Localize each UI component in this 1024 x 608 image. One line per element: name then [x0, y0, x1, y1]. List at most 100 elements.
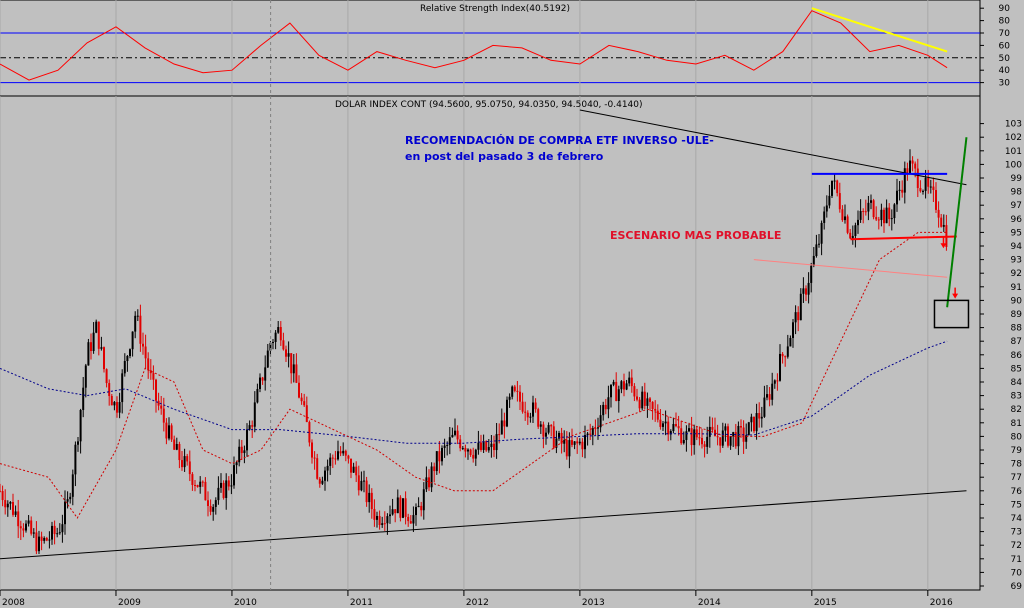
- candle-body: [734, 432, 737, 447]
- price-tick-label: 100: [1005, 160, 1022, 170]
- candle-body: [893, 204, 896, 219]
- candle-body: [890, 218, 893, 220]
- candle-body: [152, 373, 155, 380]
- candle-body: [131, 331, 134, 350]
- candle-body: [337, 451, 339, 460]
- candle-body: [259, 377, 261, 390]
- candle-body: [555, 438, 558, 448]
- candle-body: [350, 458, 352, 473]
- candle-body: [194, 484, 196, 486]
- price-tick-label: 84: [1011, 378, 1023, 388]
- candle-body: [235, 462, 238, 466]
- candle-body: [285, 349, 287, 357]
- price-tick-label: 76: [1011, 487, 1023, 497]
- candle-body: [539, 424, 542, 427]
- price-tick-label: 82: [1011, 405, 1022, 415]
- candle-body: [399, 497, 402, 518]
- candle-body: [82, 387, 85, 410]
- candle-body: [576, 441, 579, 444]
- candle-body: [818, 243, 820, 245]
- price-candles: [0, 149, 948, 555]
- candle-body: [1, 491, 4, 501]
- candle-body: [820, 222, 823, 244]
- candle-body: [885, 207, 888, 224]
- candle-body: [415, 507, 417, 516]
- candle-body: [589, 433, 592, 435]
- price-tick-label: 103: [1005, 120, 1022, 130]
- candle-body: [355, 466, 358, 476]
- candle-body: [568, 440, 571, 457]
- candle-body: [331, 457, 334, 459]
- candle-body: [597, 427, 599, 429]
- candle-body: [888, 207, 891, 220]
- candle-body: [17, 511, 20, 527]
- candle-body: [282, 340, 285, 350]
- candle-body: [506, 399, 508, 427]
- candle-body: [563, 440, 566, 444]
- candle-body: [602, 404, 605, 416]
- candle-body: [430, 466, 433, 488]
- candle-body: [162, 408, 165, 423]
- candle-body: [823, 211, 826, 223]
- candle-body: [464, 448, 467, 452]
- candle-body: [929, 186, 932, 188]
- candle-body: [480, 442, 482, 450]
- candle-body: [667, 421, 670, 435]
- candle-body: [311, 442, 313, 458]
- candle-body: [477, 442, 480, 450]
- candle-body: [643, 391, 646, 406]
- candle-body: [269, 342, 272, 351]
- candle-body: [784, 356, 787, 358]
- candle-body: [417, 505, 420, 508]
- candle-body: [529, 416, 532, 418]
- candle-body: [378, 515, 381, 526]
- candle-body: [922, 190, 924, 192]
- candle-body: [833, 180, 836, 182]
- candle-body: [677, 426, 680, 429]
- candle-body: [19, 526, 22, 529]
- candle-body: [625, 383, 628, 390]
- candle-body: [274, 332, 277, 342]
- candle-body: [633, 386, 636, 397]
- candle-body: [508, 396, 511, 400]
- candle-body: [334, 458, 337, 460]
- candle-body: [175, 443, 178, 450]
- candle-body: [214, 500, 217, 507]
- candle-body: [126, 355, 129, 362]
- candle-body: [240, 446, 243, 454]
- candle-body: [490, 443, 493, 448]
- candle-body: [420, 505, 423, 511]
- x-axis: 2008 2009 2010 2011 2012 2013 2014 2015 2016: [0, 590, 953, 608]
- candle-body: [409, 521, 412, 524]
- candle-body: [469, 449, 472, 455]
- rsi-tick-label: 70: [999, 29, 1011, 39]
- candle-body: [771, 383, 774, 400]
- x-tick-label: 2013: [582, 598, 605, 608]
- candle-body: [69, 496, 72, 500]
- x-tick-label: 2012: [466, 598, 489, 608]
- candle-body: [617, 389, 620, 401]
- candle-body: [422, 489, 425, 511]
- candle-body: [586, 433, 589, 436]
- candle-body: [638, 399, 641, 409]
- candle-body: [584, 435, 586, 450]
- candle-body: [482, 441, 485, 450]
- candle-body: [368, 492, 371, 503]
- candle-body: [357, 475, 360, 491]
- candle-body: [838, 193, 841, 210]
- price-tick-label: 85: [1011, 364, 1022, 374]
- candle-body: [534, 402, 537, 410]
- rsi-line: [0, 10, 948, 81]
- candle-body: [552, 426, 555, 448]
- candle-body: [116, 402, 118, 413]
- candle-body: [695, 429, 698, 438]
- candle-body: [578, 441, 581, 444]
- candle-body: [604, 404, 607, 410]
- candle-body: [178, 443, 181, 461]
- candle-body: [108, 383, 111, 396]
- candle-body: [537, 409, 540, 427]
- candle-body: [14, 511, 17, 515]
- candle-body: [222, 482, 225, 498]
- candle-body: [454, 430, 456, 435]
- candle-body: [693, 429, 696, 446]
